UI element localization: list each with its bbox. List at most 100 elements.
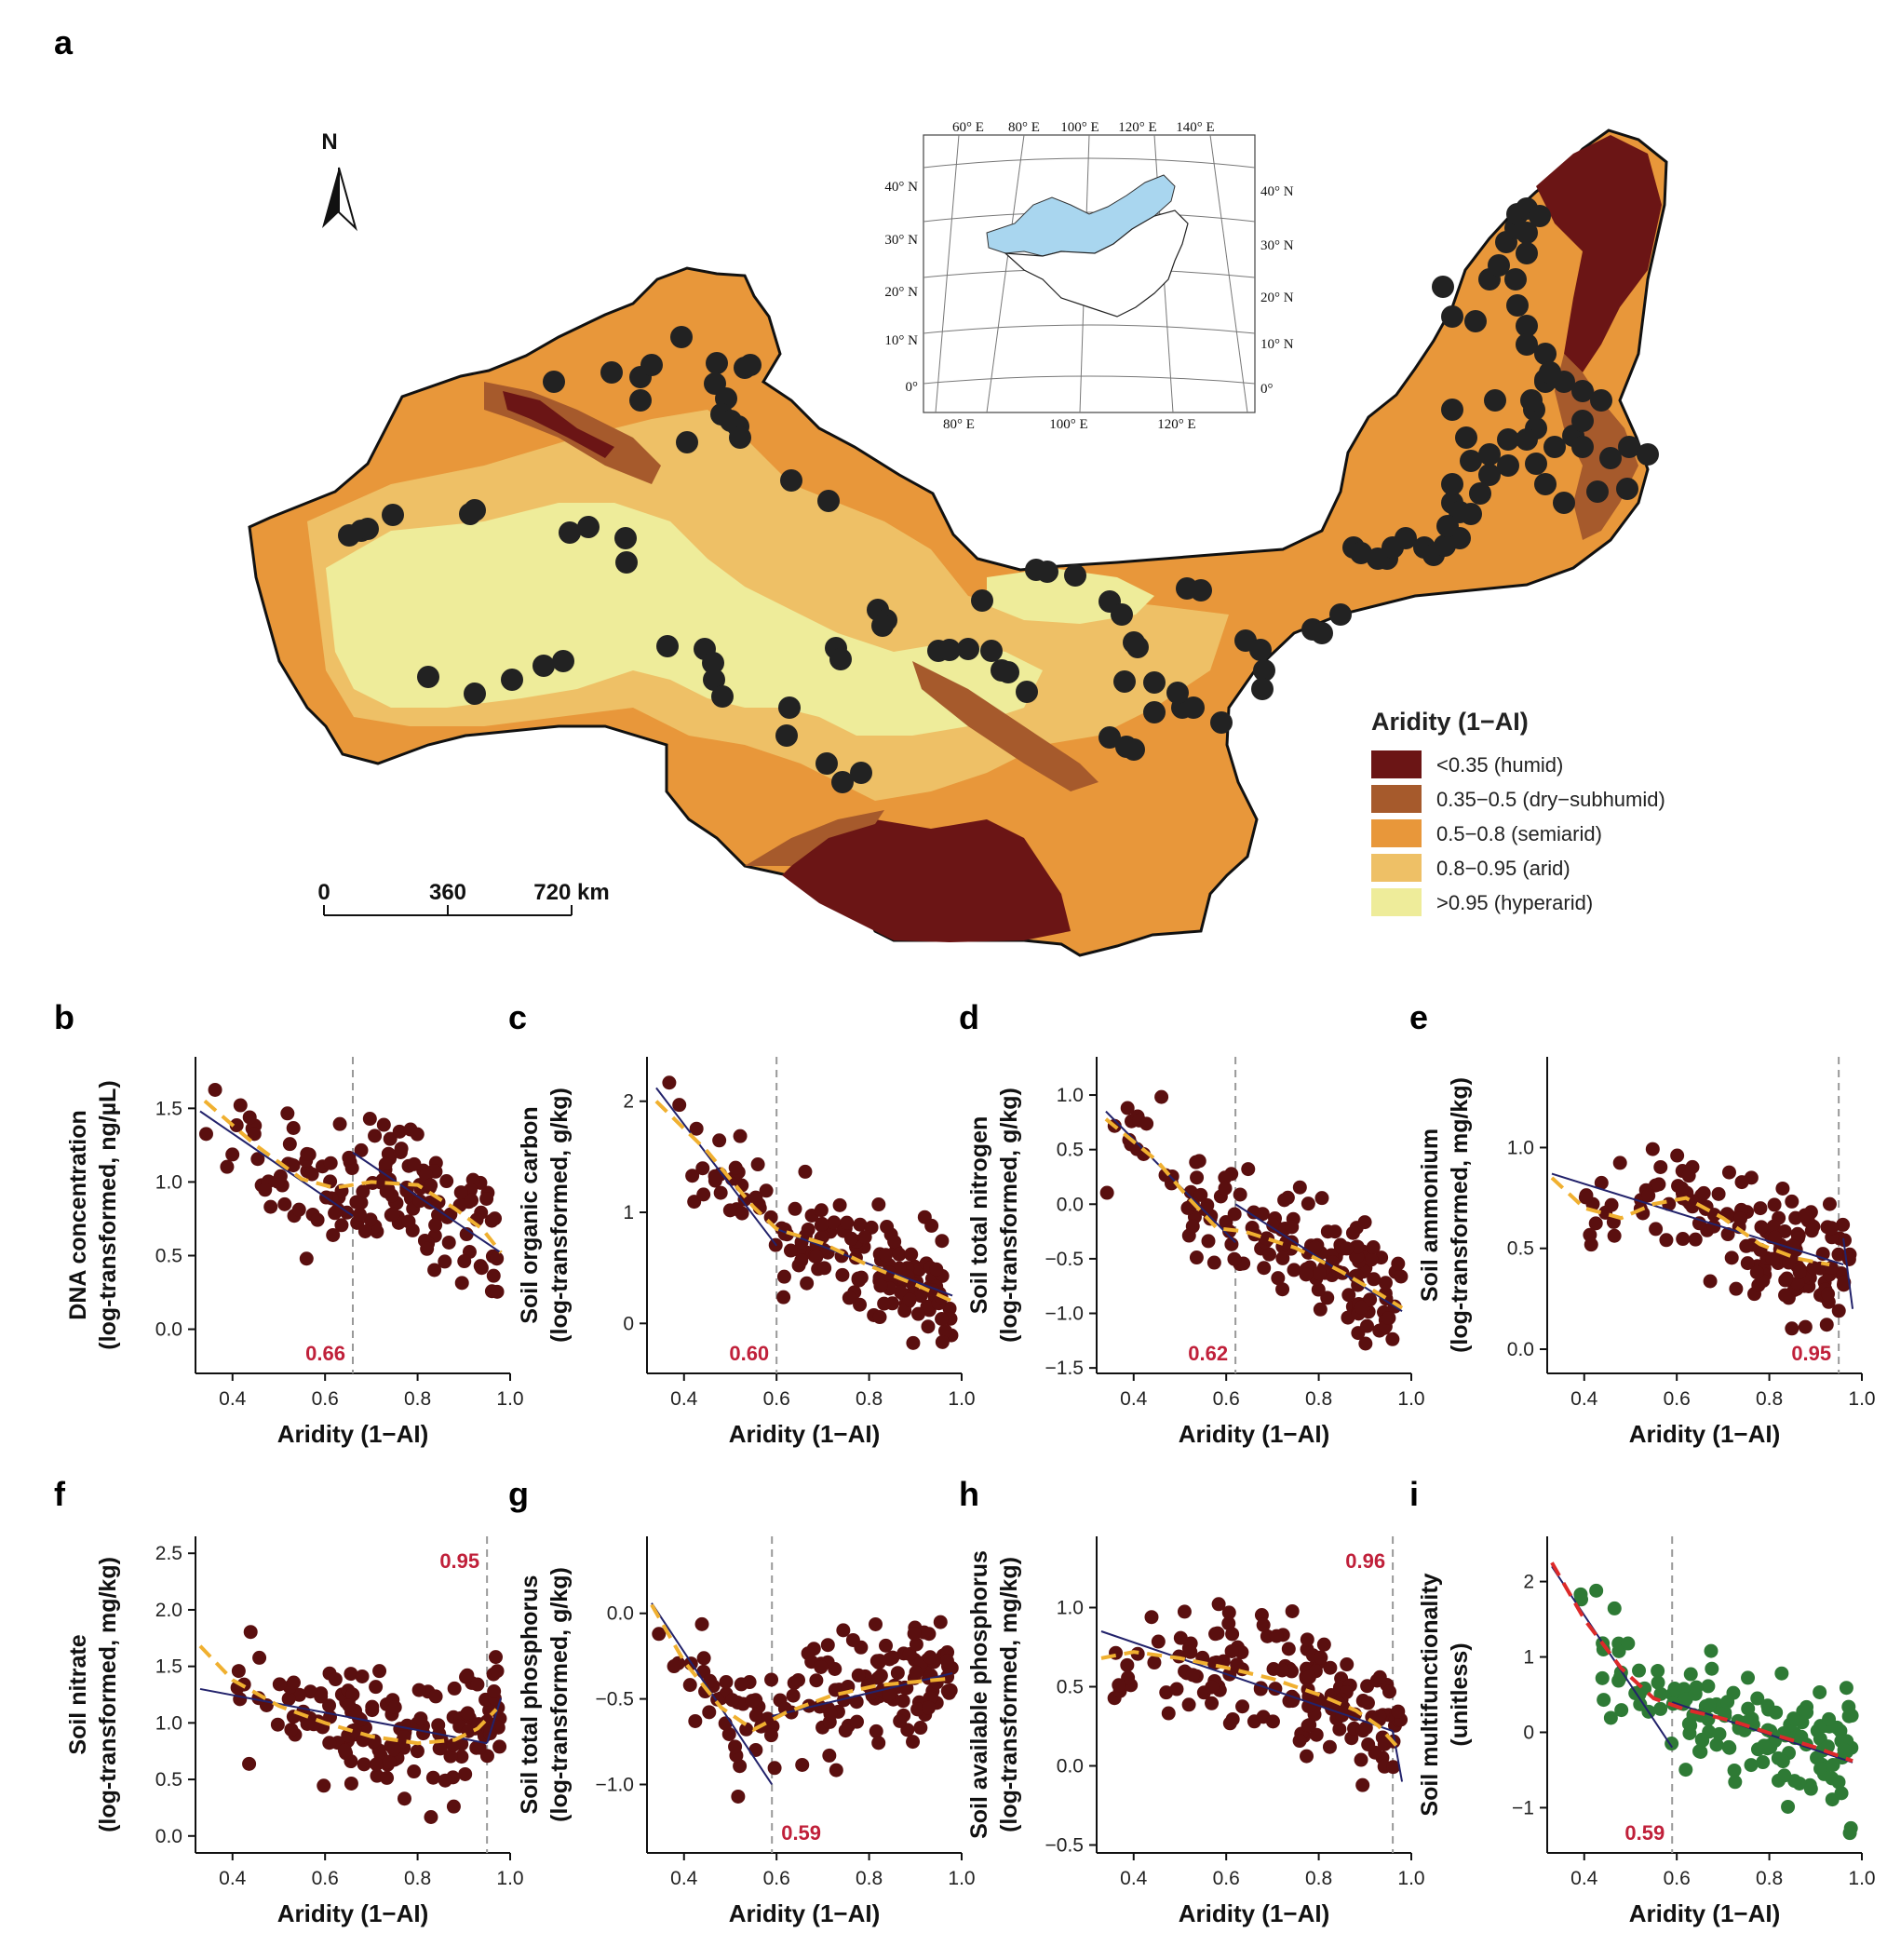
data-point [1259, 1231, 1274, 1246]
breakpoint-label: 0.60 [729, 1342, 769, 1365]
data-point [906, 1277, 921, 1291]
data-point [1234, 1645, 1249, 1660]
data-point [913, 1721, 928, 1736]
data-point [906, 1335, 921, 1350]
data-point [439, 1174, 454, 1189]
data-point [783, 1243, 798, 1258]
data-point [1777, 1768, 1792, 1783]
data-point [1302, 1718, 1317, 1733]
data-point [1120, 1657, 1135, 1672]
x-tick-label: 0.8 [1305, 1388, 1332, 1410]
data-point [1206, 1255, 1221, 1270]
site-marker [1637, 443, 1659, 466]
site-marker [640, 354, 663, 376]
y-axis-title: Soil ammonium [1417, 1129, 1443, 1302]
scale-bar: 0 360 720 km [317, 880, 610, 916]
data-point [906, 1735, 921, 1750]
data-point [809, 1673, 824, 1688]
data-point [1794, 1729, 1809, 1744]
data-point [1201, 1234, 1216, 1249]
data-point [1718, 1705, 1732, 1720]
data-point [721, 1727, 736, 1742]
site-marker [706, 352, 728, 374]
data-point [713, 1185, 728, 1200]
site-marker [629, 389, 652, 412]
data-point [871, 1197, 886, 1212]
fit-line [771, 1672, 953, 1717]
data-point [1837, 1742, 1852, 1757]
panel-g: g 0.4 0.6 0.8 1.0 −1.0 −0.5 0.0 Aridity (1−AI) So… [508, 1475, 976, 1927]
data-point [1792, 1264, 1807, 1279]
data-point [1841, 1699, 1856, 1714]
data-point [1836, 1217, 1851, 1232]
site-marker [703, 669, 725, 691]
data-point [1120, 1101, 1135, 1115]
data-point [1573, 1587, 1588, 1602]
data-point [270, 1174, 285, 1189]
data-point [1360, 1696, 1375, 1710]
data-point [1667, 1682, 1682, 1696]
data-point [1810, 1750, 1825, 1765]
site-marker [1441, 305, 1463, 328]
y-tick-label: 0.5 [155, 1245, 182, 1266]
scale-label-360: 360 [429, 880, 466, 905]
data-point [355, 1669, 370, 1683]
data-point [767, 1761, 782, 1776]
data-point [292, 1687, 307, 1702]
site-marker [1455, 426, 1477, 449]
data-point [748, 1708, 763, 1723]
data-point [712, 1133, 727, 1148]
fit-line [1551, 1565, 1674, 1749]
data-point [1767, 1197, 1782, 1212]
data-point [1607, 1601, 1622, 1615]
site-marker [559, 521, 581, 544]
data-point [1227, 1251, 1242, 1266]
data-point [286, 1158, 301, 1173]
data-point [871, 1656, 886, 1670]
x-tick-label: 0.6 [763, 1868, 790, 1889]
panel-label-g: g [508, 1475, 529, 1513]
data-point [1806, 1261, 1821, 1276]
data-point [1702, 1697, 1717, 1712]
smooth-trend-line [654, 1100, 953, 1304]
site-marker [577, 516, 600, 538]
fit-line [1105, 1110, 1236, 1244]
site-marker [1529, 205, 1551, 227]
site-marker [729, 426, 751, 449]
data-point [1299, 1267, 1314, 1282]
y-tick-label: 1.5 [155, 1656, 182, 1678]
data-point [1750, 1691, 1765, 1706]
x-tick-label: 0.6 [1213, 1868, 1240, 1889]
x-axis-title: Aridity (1−AI) [277, 1420, 429, 1448]
x-axis-title: Aridity (1−AI) [729, 1420, 881, 1448]
data-point [1595, 1670, 1610, 1685]
data-point [1804, 1223, 1819, 1238]
x-tick-label: 1.0 [1848, 1868, 1875, 1889]
sampling-sites [338, 197, 1659, 793]
panel-label-i: i [1409, 1475, 1419, 1513]
data-point [272, 1677, 287, 1692]
data-point [1594, 1175, 1609, 1190]
y-tick-label: 1.0 [1507, 1137, 1534, 1158]
data-point [352, 1207, 367, 1222]
data-point [334, 1218, 349, 1233]
panel-f: f 0.4 0.6 0.8 1.0 0.0 0.5 1.0 1.5 2.0 2.5 Aridity (… [54, 1475, 524, 1927]
x-tick-label: 0.8 [404, 1868, 431, 1889]
data-point [1161, 1706, 1176, 1721]
data-point [935, 1234, 950, 1249]
data-point [933, 1615, 948, 1629]
data-point [198, 1127, 213, 1142]
data-point [708, 1169, 722, 1183]
data-point [1621, 1636, 1636, 1651]
y-tick-label: −1 [1512, 1797, 1534, 1818]
data-point [1205, 1680, 1220, 1695]
data-point [835, 1267, 850, 1282]
data-point [748, 1190, 763, 1205]
x-axis-title: Aridity (1−AI) [1629, 1899, 1781, 1927]
data-point [1378, 1276, 1393, 1291]
fit-line [352, 1151, 502, 1254]
data-point [1350, 1249, 1365, 1264]
x-tick-label: 1.0 [1848, 1388, 1875, 1410]
panel-h: h 0.4 0.6 0.8 1.0 −0.5 0.0 0.5 1.0 Aridity (1−AI)… [959, 1475, 1425, 1927]
x-tick-label: 0.6 [312, 1868, 339, 1889]
